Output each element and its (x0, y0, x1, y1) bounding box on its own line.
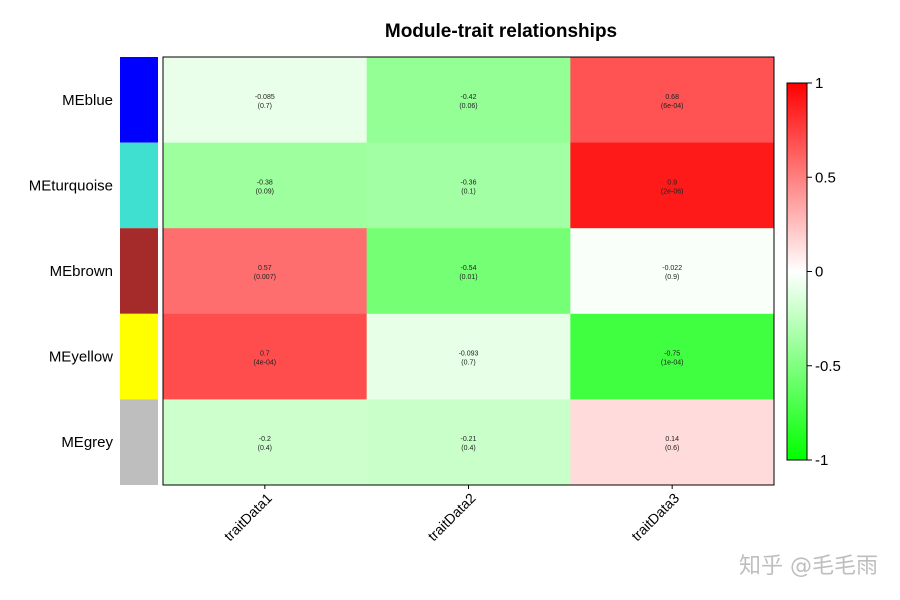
colorbar-tick-label: 1 (815, 75, 823, 92)
heatmap-cell (163, 399, 368, 486)
heatmap-cell (366, 399, 571, 486)
cell-correlation-label: -0.2 (259, 436, 271, 443)
cell-pvalue-label: (0.06) (459, 103, 477, 110)
row-label: MEgrey (61, 434, 113, 451)
module-color-swatch (120, 313, 158, 400)
cell-correlation-label: 0.7 (260, 351, 270, 358)
cell-correlation-label: -0.093 (459, 351, 479, 358)
cell-pvalue-label: (0.4) (461, 445, 475, 452)
heatmap-cell (163, 313, 368, 400)
heatmap-cell (570, 399, 775, 486)
cell-pvalue-label: (2e-06) (661, 188, 684, 195)
row-labels: MEblue MEturquoise MEbrown MEyellow MEgrey (29, 92, 114, 451)
colorbar-tick-label: 0 (815, 264, 823, 281)
heatmap-cell (366, 57, 571, 144)
cell-correlation-label: -0.42 (461, 94, 477, 101)
module-color-bar (120, 57, 158, 485)
column-labels: traitData1 traitData2 traitData3 (221, 485, 682, 544)
heatmap-cell (570, 57, 775, 144)
cell-pvalue-label: (1e-04) (661, 360, 684, 367)
module-color-swatch (120, 57, 158, 143)
column-label: traitData3 (628, 490, 682, 544)
cell-correlation-label: 0.14 (665, 436, 679, 443)
heatmap-cell (163, 228, 368, 315)
colorbar-tick-label: 0.5 (815, 169, 836, 186)
heatmap-cell (570, 142, 775, 229)
heatmap-cell (366, 313, 571, 400)
colorbar-tick-label: -0.5 (815, 358, 841, 375)
cell-pvalue-label: (0.09) (256, 188, 274, 195)
cell-correlation-label: -0.085 (255, 94, 275, 101)
row-label: MEbrown (50, 263, 113, 280)
column-label: traitData1 (221, 490, 275, 544)
cell-pvalue-label: (0.9) (665, 274, 679, 281)
heatmap-cell (366, 142, 571, 229)
cell-pvalue-label: (0.1) (461, 188, 475, 195)
chart-title: Module-trait relationships (385, 21, 617, 42)
heatmap-cells: -0.085 (0.7) -0.42 (0.06) 0.68 (6e-04) -0.38 (0… (163, 57, 775, 486)
cell-correlation-label: 0.9 (667, 179, 677, 186)
colorbar: 1 0.5 0 -0.5 -1 (786, 75, 841, 469)
module-color-swatch (120, 399, 158, 485)
cell-correlation-label: -0.21 (461, 436, 477, 443)
module-color-swatch (120, 228, 158, 314)
heatmap-cell (163, 57, 368, 144)
cell-pvalue-label: (0.01) (459, 274, 477, 281)
cell-correlation-label: 0.57 (258, 265, 272, 272)
colorbar-tick-label: -1 (815, 452, 828, 469)
colorbar-gradient (786, 82, 808, 461)
heatmap-cell (163, 142, 368, 229)
cell-pvalue-label: (6e-04) (661, 103, 684, 110)
cell-pvalue-label: (0.6) (665, 445, 679, 452)
cell-correlation-label: -0.022 (662, 265, 682, 272)
cell-correlation-label: -0.38 (257, 179, 273, 186)
cell-correlation-label: 0.68 (665, 94, 679, 101)
cell-pvalue-label: (0.7) (258, 103, 272, 110)
row-label: MEyellow (49, 349, 113, 366)
heatmap-cell (570, 228, 775, 315)
heatmap-cell (366, 228, 571, 315)
cell-pvalue-label: (4e-04) (254, 360, 277, 367)
cell-pvalue-label: (0.4) (258, 445, 272, 452)
watermark: 知乎 @毛毛雨 (739, 554, 878, 579)
row-label: MEblue (62, 92, 113, 109)
cell-correlation-label: -0.54 (461, 265, 477, 272)
heatmap-cell (570, 313, 775, 400)
cell-pvalue-label: (0.7) (461, 360, 475, 367)
cell-pvalue-label: (0.007) (254, 274, 276, 281)
column-label: traitData2 (424, 490, 478, 544)
row-label: MEturquoise (29, 177, 113, 194)
cell-correlation-label: -0.36 (461, 179, 477, 186)
module-color-swatch (120, 142, 158, 229)
cell-correlation-label: -0.75 (664, 351, 680, 358)
